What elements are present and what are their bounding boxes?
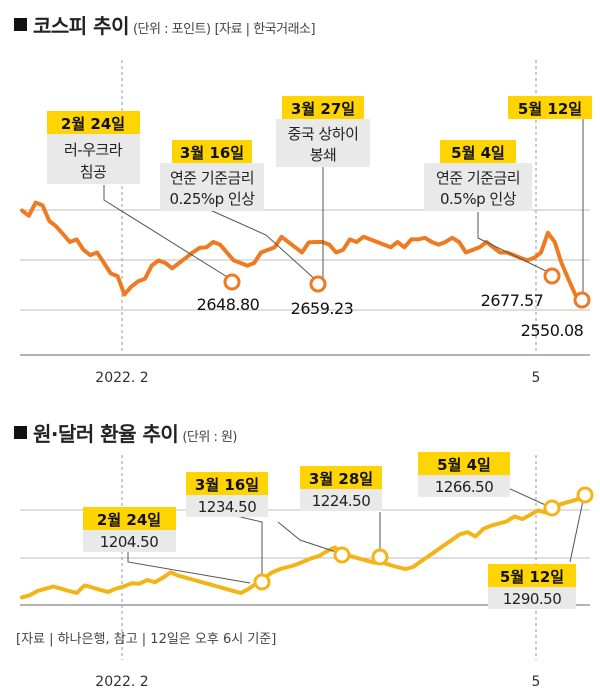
kospi-value-may12: 2550.08 [521, 321, 584, 340]
kospi-title-row: 코스피 추이 (단위 : 포인트) [자료 | 한국거래소] [14, 10, 316, 39]
fx-source-note: [자료 | 하나은행, 참고 | 12일은 오후 6시 기준] [16, 632, 277, 647]
kospi-leaders [103, 118, 584, 298]
leader-line [209, 209, 319, 283]
kospi-value-feb24: 2648.80 [197, 295, 260, 314]
ann-date: 3월 16일 [180, 144, 244, 162]
ann-date: 2월 24일 [97, 511, 161, 529]
title-square-icon [14, 18, 27, 31]
fx-x-tick-may: 5 [532, 674, 541, 690]
ann-desc-box [47, 134, 140, 184]
kospi-source: [자료 | 한국거래소] [214, 22, 316, 37]
leader-line [103, 185, 233, 281]
kospi-marker-feb24 [223, 273, 241, 291]
ann-value: 1290.50 [503, 590, 562, 608]
ann-date: 5월 4일 [437, 456, 491, 474]
ann-value: 1224.50 [312, 492, 371, 510]
fx-title-row: 원·달러 환율 추이 (단위 : 원) [14, 418, 237, 447]
kospi-ann-mar16: 3월 16일 연준 기준금리 0.25%p 인상 [160, 140, 264, 211]
fx-x-tick-feb: 2022. 2 [95, 674, 148, 690]
ann-value: 1234.50 [198, 498, 257, 516]
ann-desc: 중국 상하이 [288, 125, 359, 143]
ann-date: 5월 12일 [500, 568, 564, 586]
ann-desc: 러-우크라 [64, 141, 123, 159]
leader-line [477, 212, 553, 275]
ann-desc-box [488, 587, 576, 609]
ann-desc-box [160, 163, 264, 211]
kospi-ann-may4: 5월 4일 연준 기준금리 0.5%p 인상 [424, 140, 532, 211]
fx-marker-mar28 [371, 548, 389, 566]
ann-desc: 침공 [80, 163, 107, 181]
ann-date-box [488, 564, 576, 587]
kospi-marker-may4 [543, 267, 561, 285]
fx-series-line [20, 488, 587, 600]
kospi-ann-mar27: 3월 27일 중국 상하이 봉쇄 [276, 96, 370, 167]
fx-marker-mar16 [333, 546, 351, 564]
ann-date: 3월 16일 [195, 476, 259, 494]
ann-desc-box [186, 495, 268, 517]
leader-line [569, 495, 585, 563]
kospi-x-tick-feb: 2022. 2 [95, 370, 148, 386]
fx-marker-may4 [543, 499, 561, 517]
ann-value: 1266.50 [435, 478, 494, 496]
ann-date-box [300, 466, 382, 489]
ann-date-box [186, 472, 268, 495]
kospi-x-tick-may: 5 [532, 370, 541, 386]
fx-marker-may12 [576, 486, 594, 504]
fx-ann-may12: 5월 12일 1290.50 [488, 564, 576, 609]
kospi-title: 코스피 추이 [33, 14, 129, 38]
ann-desc: 연준 기준금리 [170, 169, 254, 187]
ann-date-box [418, 452, 510, 475]
fx-title: 원·달러 환율 추이 [33, 422, 179, 446]
ann-desc-box [276, 119, 370, 167]
ann-desc-box [418, 475, 510, 497]
ann-date: 3월 28일 [309, 470, 373, 488]
ann-desc: 연준 기준금리 [436, 169, 520, 187]
ann-desc-box [83, 530, 176, 552]
kospi-unit: (단위 : 포인트) [132, 22, 211, 37]
ann-value: 1204.50 [100, 533, 159, 551]
ann-date-box [508, 96, 592, 119]
leader-line [231, 514, 263, 580]
ann-date-box [172, 140, 252, 163]
leader-line [127, 548, 251, 584]
leader-line [277, 521, 343, 555]
ann-date-box [47, 111, 140, 134]
fx-ann-mar16: 3월 16일 1234.50 [186, 472, 268, 517]
fx-ann-feb24: 2월 24일 1204.50 [83, 507, 176, 552]
ann-date-box [83, 507, 176, 530]
kospi-ann-may12: 5월 12일 [508, 96, 592, 119]
ann-date: 3월 27일 [291, 100, 355, 118]
ann-date: 5월 4일 [451, 144, 505, 162]
kospi-series-line [20, 200, 584, 302]
ann-date: 5월 12일 [518, 100, 582, 118]
kospi-value-may4: 2677.57 [481, 291, 544, 310]
fx-ann-may4: 5월 4일 1266.50 [418, 452, 510, 497]
ann-date-box [440, 140, 516, 163]
fx-marker-feb24 [253, 573, 271, 591]
ann-desc: 0.25%p 인상 [169, 190, 255, 208]
ann-desc: 0.5%p 인상 [440, 190, 517, 208]
kospi-ann-feb24: 2월 24일 러-우크라 침공 [47, 111, 140, 184]
fx-unit: (단위 : 원) [182, 430, 237, 445]
ann-desc-box [300, 489, 382, 511]
ann-date: 2월 24일 [61, 115, 125, 133]
ann-date-box [282, 96, 364, 119]
kospi-marker-may12 [573, 291, 591, 309]
kospi-markers [223, 267, 591, 309]
ann-desc-box [424, 163, 532, 211]
fx-markers [253, 486, 594, 591]
title-square-icon [14, 426, 27, 439]
ann-desc: 봉쇄 [310, 146, 337, 164]
kospi-marker-mar27 [309, 275, 327, 293]
fx-ann-mar28: 3월 28일 1224.50 [300, 466, 382, 511]
kospi-value-mar27: 2659.23 [291, 299, 354, 318]
